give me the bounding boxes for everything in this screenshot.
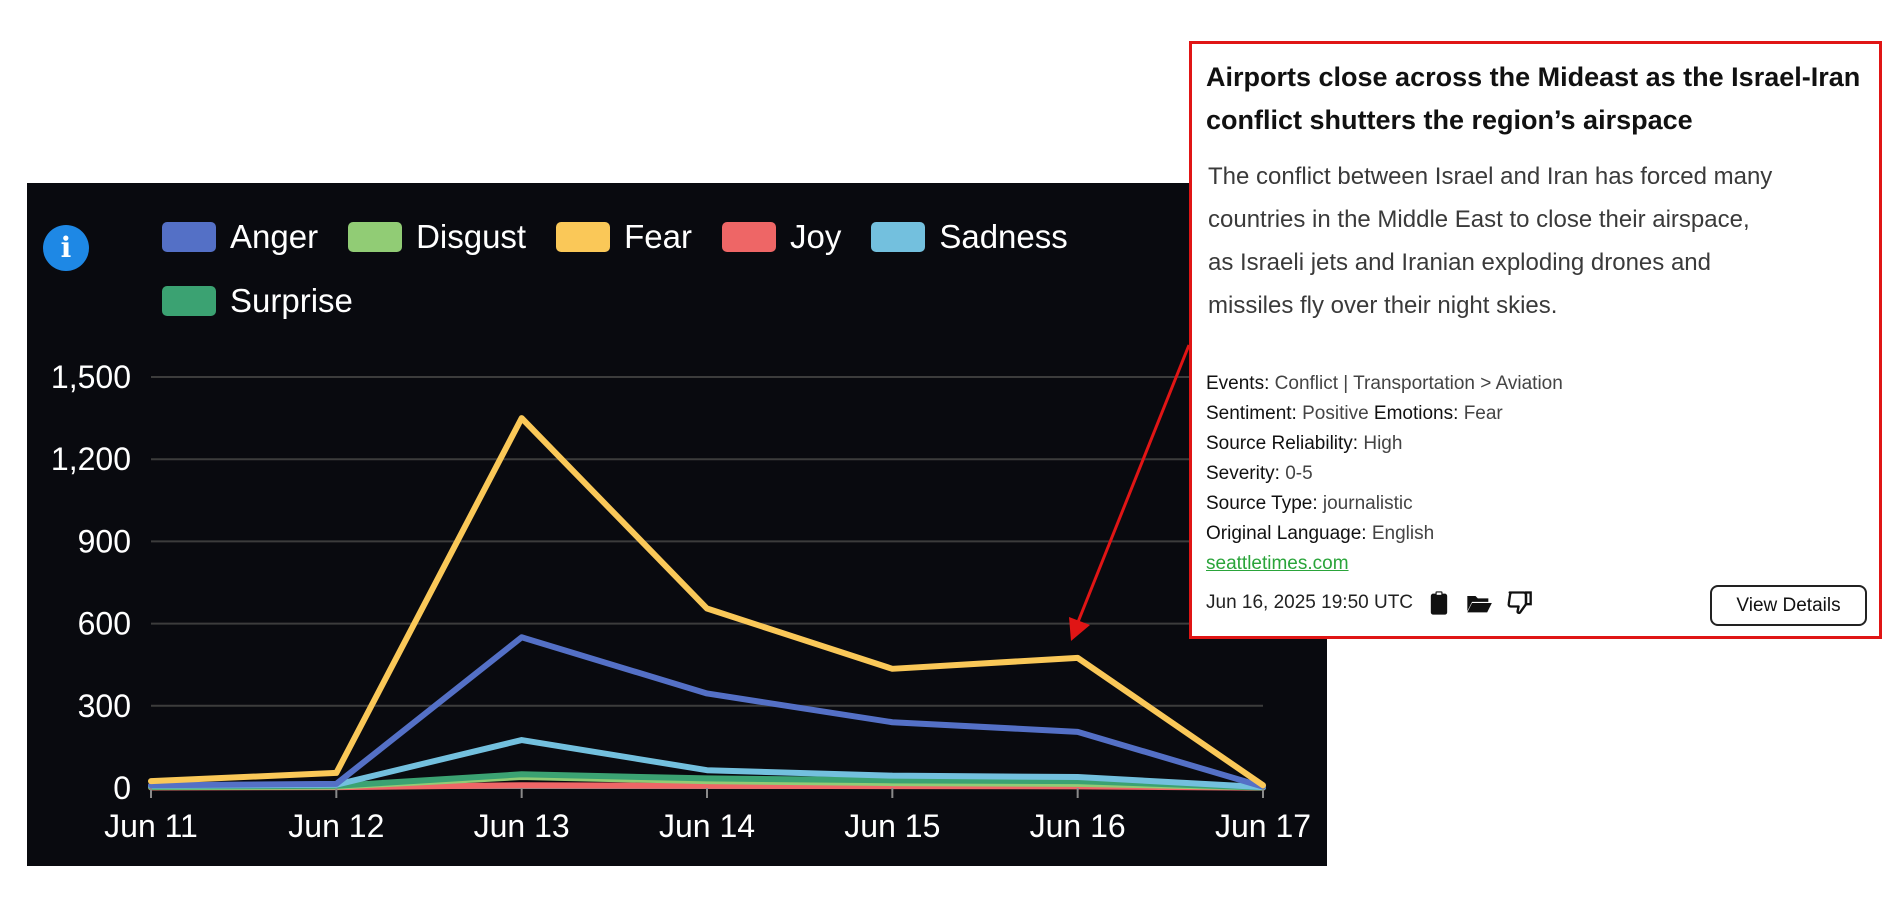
x-tick-label: Jun 13 bbox=[474, 808, 570, 844]
news-article-card: Airports close across the Mideast as the… bbox=[1189, 41, 1882, 639]
source-type-label: Source Type: bbox=[1206, 493, 1318, 514]
chart-series bbox=[148, 415, 1266, 791]
chart-gridlines: 0 300 600 900 1,200 1,500 bbox=[51, 359, 1263, 806]
series-line-fear bbox=[148, 415, 1266, 789]
article-footer: Jun 16, 2025 19:50 UTC bbox=[1206, 589, 1533, 617]
severity-label: Severity: bbox=[1206, 463, 1280, 484]
language-row: Original Language: English bbox=[1206, 519, 1563, 549]
legend-label: Fear bbox=[624, 218, 692, 255]
language-value: English bbox=[1371, 523, 1435, 544]
events-label: Events: bbox=[1206, 373, 1270, 394]
thumbs-down-icon[interactable] bbox=[1505, 589, 1533, 617]
legend-item-sadness[interactable]: Sadness bbox=[871, 213, 1068, 261]
events-value: Conflict | Transportation > Aviation bbox=[1274, 373, 1563, 394]
legend-label: Surprise bbox=[230, 282, 353, 319]
legend-item-joy[interactable]: Joy bbox=[721, 213, 842, 261]
severity-row: Severity: 0-5 bbox=[1206, 459, 1563, 489]
chart-legend: Anger Disgust Fear Joy Sadness Surprise bbox=[162, 213, 1212, 325]
legend-item-disgust[interactable]: Disgust bbox=[348, 213, 526, 261]
x-tick-label: Jun 12 bbox=[288, 808, 384, 844]
legend-swatch bbox=[162, 286, 216, 316]
emotions-value: Fear bbox=[1463, 403, 1503, 424]
sentiment-row: Sentiment: Positive Emotions: Fear bbox=[1206, 399, 1563, 429]
legend-item-surprise[interactable]: Surprise bbox=[162, 277, 353, 325]
legend-swatch bbox=[162, 222, 216, 252]
article-timestamp: Jun 16, 2025 19:50 UTC bbox=[1206, 592, 1414, 613]
clipboard-icon[interactable] bbox=[1425, 589, 1453, 617]
source-type-row: Source Type: journalistic bbox=[1206, 489, 1563, 519]
reliability-value: High bbox=[1363, 433, 1403, 454]
article-summary: The conflict between Israel and Iran has… bbox=[1208, 163, 1773, 319]
x-tick-label: Jun 15 bbox=[844, 808, 940, 844]
chart-x-axis: Jun 11 Jun 12 Jun 13 Jun 14 Jun 15 Jun 16 Jun … bbox=[104, 788, 1311, 844]
legend-swatch bbox=[721, 222, 776, 252]
legend-label: Joy bbox=[789, 218, 842, 255]
language-label: Original Language: bbox=[1206, 523, 1367, 544]
reliability-label: Source Reliability: bbox=[1206, 433, 1359, 454]
x-tick-label: Jun 17 bbox=[1215, 808, 1311, 844]
article-metadata: Events: Conflict | Transportation > Avia… bbox=[1206, 369, 1563, 579]
legend-label: Anger bbox=[230, 218, 319, 255]
y-tick-label: 300 bbox=[78, 688, 131, 724]
reliability-row: Source Reliability: High bbox=[1206, 429, 1563, 459]
view-details-button[interactable]: View Details bbox=[1710, 585, 1867, 626]
source-link[interactable]: seattletimes.com bbox=[1206, 553, 1349, 574]
emotion-chart-panel: 0 300 600 900 1,200 1,500 Jun 11 Jun 12 Jun 13 J… bbox=[27, 183, 1327, 866]
legend-swatch bbox=[556, 222, 611, 252]
sentiment-label: Sentiment: bbox=[1206, 403, 1297, 424]
folder-open-icon[interactable] bbox=[1465, 589, 1493, 617]
x-tick-label: Jun 14 bbox=[659, 808, 755, 844]
x-tick-label: Jun 11 bbox=[104, 808, 198, 844]
sentiment-value: Positive bbox=[1302, 403, 1369, 424]
legend-swatch bbox=[348, 222, 403, 252]
legend-item-fear[interactable]: Fear bbox=[556, 213, 692, 261]
article-title: Airports close across the Mideast as the… bbox=[1206, 62, 1861, 135]
source-type-value: journalistic bbox=[1322, 493, 1413, 514]
legend-label: Sadness bbox=[939, 218, 1068, 255]
legend-swatch bbox=[871, 222, 926, 252]
y-tick-label: 1,500 bbox=[51, 359, 131, 395]
info-icon[interactable]: i bbox=[43, 225, 89, 271]
series-line-anger bbox=[148, 634, 1266, 790]
y-tick-label: 1,200 bbox=[51, 441, 131, 477]
source-link-row: seattletimes.com bbox=[1206, 549, 1563, 579]
events-row: Events: Conflict | Transportation > Avia… bbox=[1206, 369, 1563, 399]
emotions-label: Emotions: bbox=[1373, 403, 1459, 424]
y-tick-label: 900 bbox=[78, 523, 131, 559]
severity-value: 0-5 bbox=[1285, 463, 1313, 484]
legend-label: Disgust bbox=[416, 218, 527, 255]
y-tick-label: 600 bbox=[78, 606, 131, 642]
legend-item-anger[interactable]: Anger bbox=[162, 213, 318, 261]
x-tick-label: Jun 16 bbox=[1030, 808, 1126, 844]
y-tick-label: 0 bbox=[113, 770, 131, 806]
